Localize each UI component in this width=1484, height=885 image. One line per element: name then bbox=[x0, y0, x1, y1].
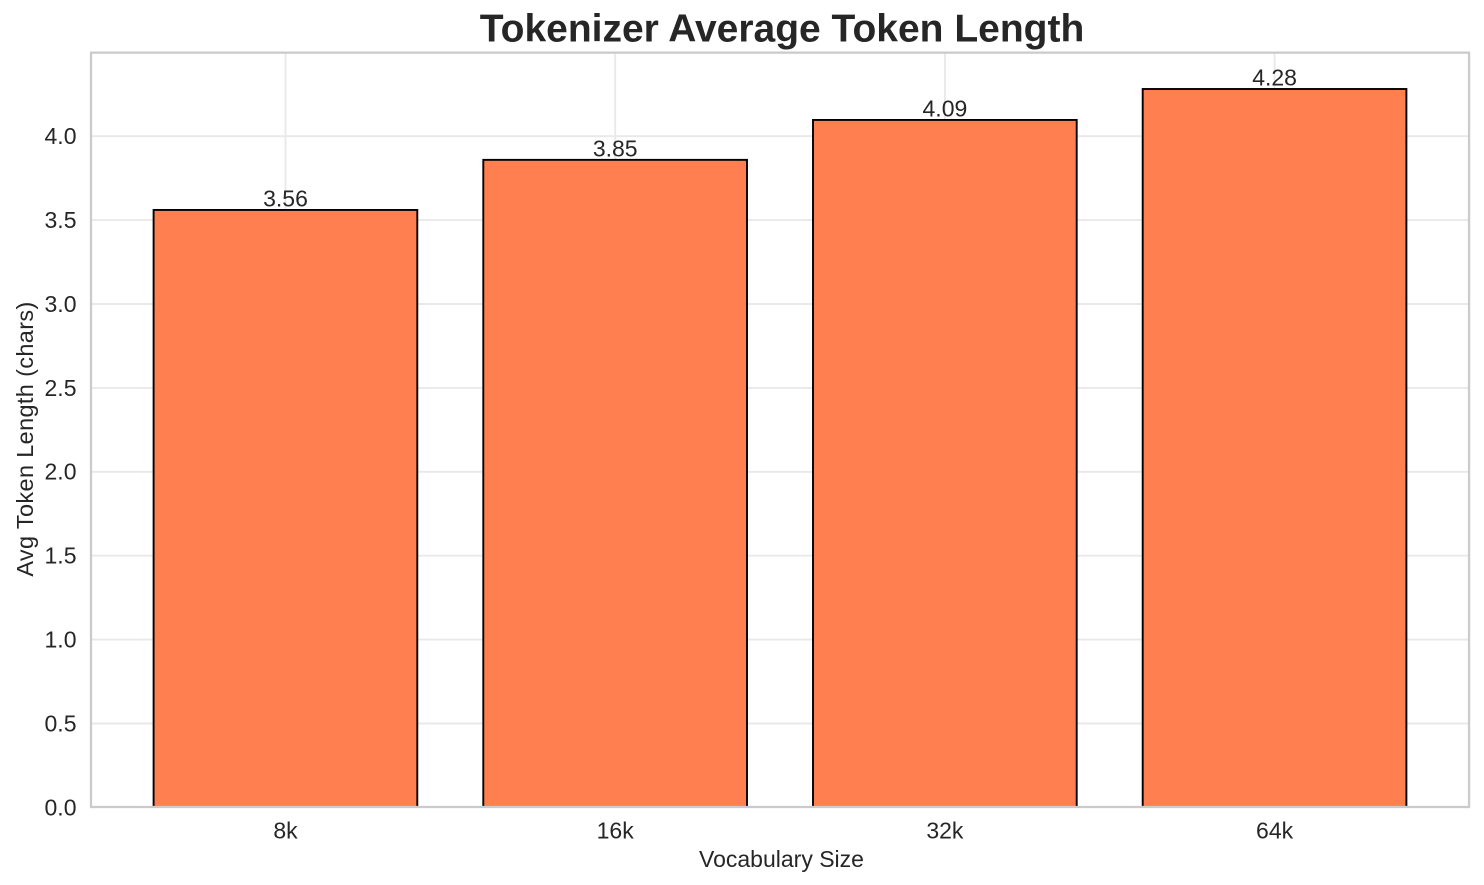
svg-text:2.5: 2.5 bbox=[45, 375, 77, 401]
svg-text:1.0: 1.0 bbox=[45, 627, 77, 653]
svg-text:4.28: 4.28 bbox=[1252, 65, 1297, 91]
svg-text:3.5: 3.5 bbox=[45, 207, 77, 233]
svg-text:0.5: 0.5 bbox=[45, 710, 77, 736]
svg-text:Vocabulary Size: Vocabulary Size bbox=[699, 846, 864, 872]
svg-text:4.09: 4.09 bbox=[923, 96, 968, 122]
svg-text:3.85: 3.85 bbox=[593, 136, 638, 162]
svg-text:3.56: 3.56 bbox=[263, 186, 308, 212]
svg-text:64k: 64k bbox=[1256, 818, 1294, 844]
svg-text:Tokenizer Average Token Length: Tokenizer Average Token Length bbox=[480, 8, 1085, 51]
svg-text:1.5: 1.5 bbox=[45, 543, 77, 569]
svg-text:Avg Token Length (chars): Avg Token Length (chars) bbox=[12, 301, 38, 576]
svg-text:2.0: 2.0 bbox=[45, 459, 77, 485]
svg-text:3.0: 3.0 bbox=[45, 291, 77, 317]
svg-text:4.0: 4.0 bbox=[45, 123, 77, 149]
svg-text:32k: 32k bbox=[926, 818, 964, 844]
svg-text:8k: 8k bbox=[273, 818, 298, 844]
svg-text:16k: 16k bbox=[597, 818, 635, 844]
svg-text:0.0: 0.0 bbox=[45, 794, 77, 820]
